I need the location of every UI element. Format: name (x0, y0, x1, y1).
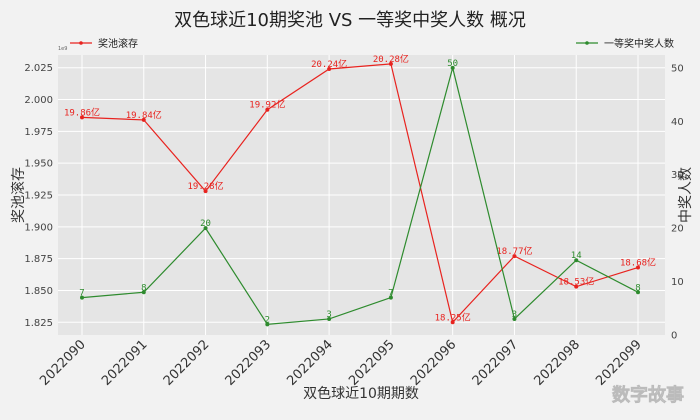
y-left-tick-label: 2.000 (24, 95, 53, 106)
data-point (203, 189, 208, 194)
data-label: 20.28亿 (373, 53, 409, 65)
y-right-tick-label: 30 (671, 170, 684, 181)
data-point (80, 115, 84, 120)
data-label: 3 (326, 310, 331, 320)
data-label: 18.25亿 (435, 311, 471, 323)
data-label: 18.68亿 (620, 257, 656, 269)
data-label: 3 (512, 310, 517, 320)
data-label: 20.24亿 (311, 58, 347, 70)
x-axis-label: 双色球近10期期数 (303, 385, 419, 402)
series-line-1 (81, 63, 639, 324)
data-label: 19.84亿 (126, 109, 162, 121)
data-point (574, 284, 579, 289)
y-right-label: 中奖人数 (677, 167, 694, 223)
data-point (327, 67, 332, 71)
data-point (265, 322, 270, 327)
y-left-tick-label: 2.025 (24, 63, 53, 74)
data-label: 50 (447, 59, 458, 69)
data-point (636, 290, 640, 295)
y-left-tick-label: 1.950 (24, 159, 53, 170)
y-left-tick-label: 1.925 (24, 191, 53, 202)
data-label: 18.53亿 (558, 276, 594, 288)
data-point (388, 61, 393, 66)
data-label: 7 (79, 289, 84, 299)
data-point (203, 226, 208, 231)
y-right-tick-label: 10 (671, 277, 684, 288)
y-right-tick-label: 40 (671, 117, 684, 128)
data-point (450, 65, 455, 70)
legend-label-left: 奖池滚存 (98, 37, 138, 50)
data-point (141, 117, 146, 122)
data-point (388, 295, 393, 300)
data-point (265, 107, 270, 112)
data-point (327, 316, 332, 321)
y-right-tick-label: 20 (671, 224, 684, 235)
data-label: 18.77亿 (496, 245, 532, 257)
data-label: 8 (141, 283, 146, 293)
y-left-offset-text: 1e9 (58, 46, 67, 52)
data-point (512, 316, 517, 321)
y-left-tick-label: 1.850 (24, 286, 53, 297)
series-line-2 (81, 67, 639, 325)
data-point (636, 265, 640, 270)
data-label: 20 (200, 219, 211, 229)
data-point (80, 295, 84, 300)
y-left-tick-label: 1.975 (24, 127, 53, 138)
y-left-label: 奖池滚存 (10, 167, 27, 223)
legend-marker-right (585, 41, 589, 45)
y-left-tick-label: 1.900 (24, 222, 53, 233)
data-point (512, 254, 517, 259)
watermark: 数字故事 (612, 384, 684, 406)
chart-title: 双色球近10期奖池 VS 一等奖中奖人数 概况 (174, 10, 526, 31)
data-label: 7 (388, 289, 393, 299)
legend-marker-left (79, 41, 83, 45)
data-label: 8 (635, 283, 640, 293)
data-label: 19.92亿 (249, 99, 285, 111)
y-right-tick-label: 0 (671, 331, 677, 342)
y-right-tick-label: 50 (671, 63, 684, 74)
data-label: 19.28亿 (188, 180, 224, 192)
data-label: 14 (571, 251, 582, 261)
data-point (450, 320, 455, 325)
data-label: 19.86亿 (64, 106, 100, 118)
y-left-tick-label: 1.875 (24, 254, 53, 265)
data-point (141, 290, 146, 295)
data-label: 2 (265, 315, 270, 325)
legend-label-right: 一等奖中奖人数 (604, 37, 674, 50)
y-left-tick-label: 1.825 (24, 318, 53, 329)
data-point (574, 258, 579, 263)
